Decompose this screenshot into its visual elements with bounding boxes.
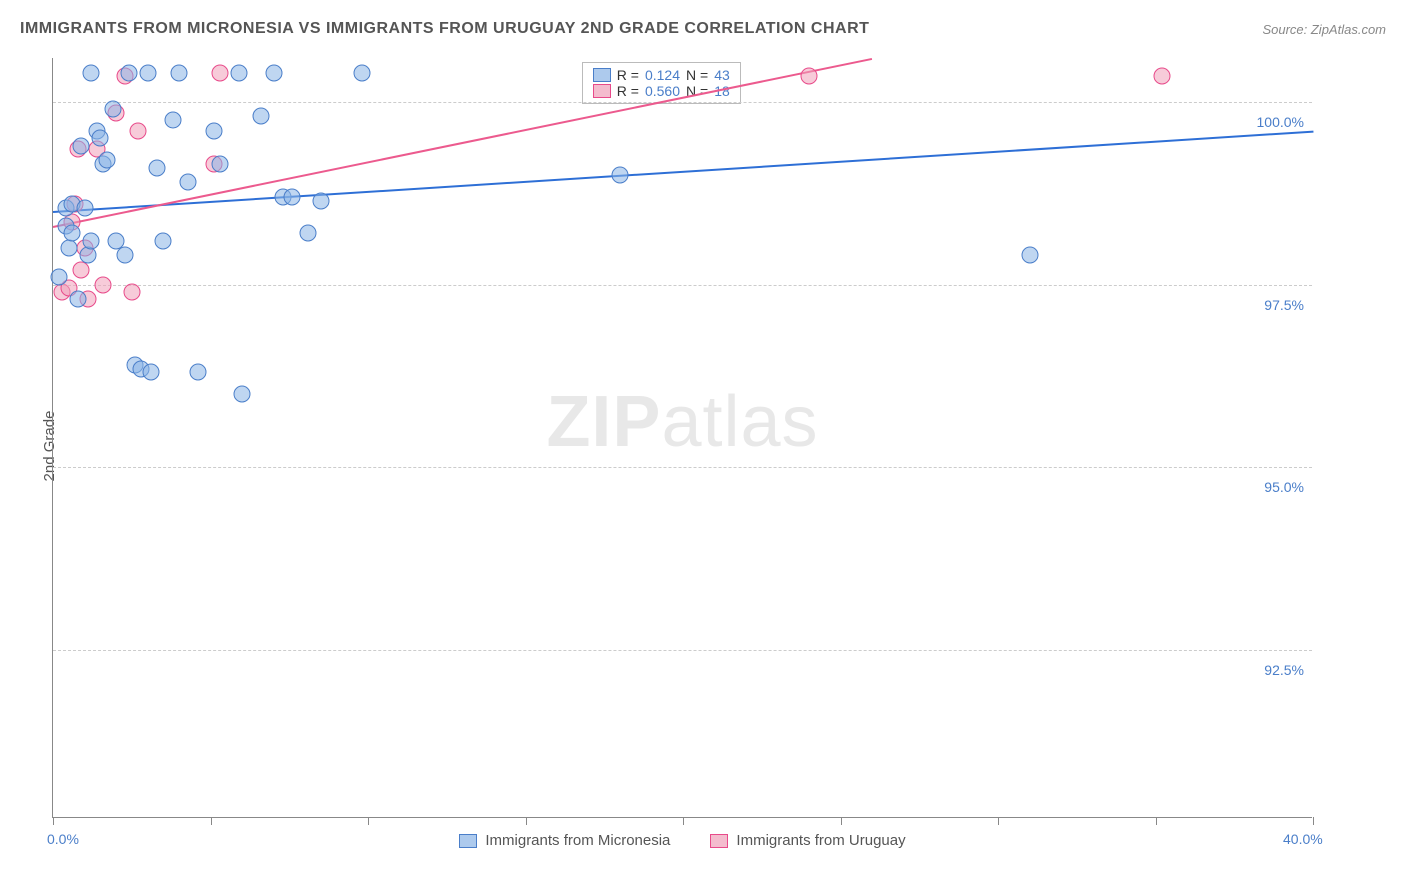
scatter-plot: ZIPatlas R = 0.124 N = 43 R = 0.560 N = … — [52, 58, 1312, 818]
data-point — [70, 291, 87, 308]
x-tick — [683, 817, 684, 825]
data-point — [171, 64, 188, 81]
data-point — [234, 386, 251, 403]
data-point — [120, 64, 137, 81]
data-point — [63, 225, 80, 242]
data-point — [211, 155, 228, 172]
x-tick-label: 40.0% — [1283, 831, 1323, 847]
legend-swatch-b-icon — [710, 834, 728, 848]
swatch-uruguay-icon — [593, 84, 611, 98]
data-point — [142, 364, 159, 381]
data-point — [73, 137, 90, 154]
data-point — [117, 247, 134, 264]
y-tick-label: 100.0% — [1257, 114, 1304, 130]
data-point — [104, 101, 121, 118]
data-point — [612, 166, 629, 183]
trend-line — [53, 131, 1313, 213]
data-point — [82, 64, 99, 81]
data-point — [51, 269, 68, 286]
x-tick — [1313, 817, 1314, 825]
data-point — [76, 199, 93, 216]
data-point — [95, 276, 112, 293]
watermark: ZIPatlas — [546, 381, 818, 463]
data-point — [1021, 247, 1038, 264]
data-point — [353, 64, 370, 81]
data-point — [312, 192, 329, 209]
legend-label-a: Immigrants from Micronesia — [485, 832, 670, 849]
data-point — [801, 68, 818, 85]
trend-line — [53, 58, 872, 228]
legend: Immigrants from Micronesia Immigrants fr… — [53, 832, 1312, 849]
gridline — [53, 285, 1312, 286]
x-tick — [998, 817, 999, 825]
data-point — [1153, 68, 1170, 85]
stat-box: R = 0.124 N = 43 R = 0.560 N = 18 — [582, 62, 741, 104]
y-tick-label: 92.5% — [1264, 662, 1304, 678]
data-point — [73, 261, 90, 278]
data-point — [164, 112, 181, 129]
x-tick — [211, 817, 212, 825]
data-point — [82, 232, 99, 249]
y-tick-label: 97.5% — [1264, 297, 1304, 313]
data-point — [211, 64, 228, 81]
data-point — [123, 283, 140, 300]
data-point — [230, 64, 247, 81]
gridline — [53, 467, 1312, 468]
data-point — [252, 108, 269, 125]
data-point — [300, 225, 317, 242]
swatch-micronesia-icon — [593, 68, 611, 82]
data-point — [265, 64, 282, 81]
chart-title: IMMIGRANTS FROM MICRONESIA VS IMMIGRANTS… — [20, 20, 869, 38]
legend-label-b: Immigrants from Uruguay — [736, 832, 905, 849]
y-tick-label: 95.0% — [1264, 479, 1304, 495]
data-point — [148, 159, 165, 176]
source-label: Source: ZipAtlas.com — [1262, 22, 1386, 37]
data-point — [284, 188, 301, 205]
gridline — [53, 650, 1312, 651]
data-point — [79, 247, 96, 264]
data-point — [130, 123, 147, 140]
data-point — [180, 174, 197, 191]
gridline — [53, 102, 1312, 103]
data-point — [205, 123, 222, 140]
data-point — [139, 64, 156, 81]
legend-swatch-a-icon — [459, 834, 477, 848]
data-point — [189, 364, 206, 381]
x-tick — [368, 817, 369, 825]
x-tick-label: 0.0% — [47, 831, 79, 847]
x-tick — [1156, 817, 1157, 825]
x-tick — [53, 817, 54, 825]
data-point — [155, 232, 172, 249]
x-tick — [526, 817, 527, 825]
x-tick — [841, 817, 842, 825]
data-point — [60, 240, 77, 257]
data-point — [92, 130, 109, 147]
data-point — [98, 152, 115, 169]
